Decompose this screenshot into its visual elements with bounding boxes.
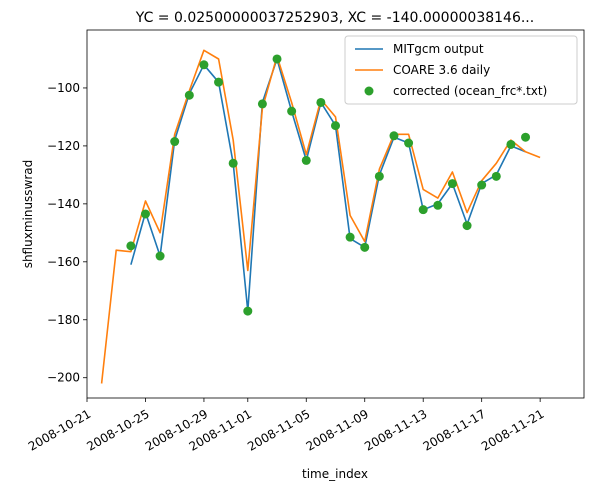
plot-frame <box>86 29 585 399</box>
y-tick-label: −160 <box>47 255 80 269</box>
series-line-1 <box>130 58 526 312</box>
data-point <box>243 306 253 316</box>
data-point <box>184 90 194 100</box>
legend-entry-label: COARE 3.6 daily <box>393 63 490 77</box>
data-point <box>170 137 180 147</box>
legend-marker-swatch <box>364 86 374 96</box>
y-tick-label: −140 <box>47 197 80 211</box>
data-point <box>404 138 414 148</box>
data-point <box>345 232 355 242</box>
data-point <box>316 97 326 107</box>
legend-box <box>344 35 578 105</box>
data-point <box>199 60 209 70</box>
data-point <box>389 131 399 141</box>
data-point <box>447 179 457 189</box>
data-point <box>155 251 165 261</box>
x-tick-label: 2008-11-13 <box>362 407 429 454</box>
chart-title: YC = 0.02500000037252903, XC = -140.0000… <box>135 10 534 26</box>
x-tick-label: 2008-10-21 <box>26 407 93 454</box>
y-axis-label: shfluxminusswrad <box>21 160 35 269</box>
data-point <box>491 171 501 181</box>
y-tick-label: −200 <box>47 371 80 385</box>
data-point <box>462 221 472 231</box>
y-tick-label: −180 <box>47 313 80 327</box>
legend-entry-label: corrected (ocean_frc*.txt) <box>393 84 547 98</box>
x-tick-label: 2008-10-25 <box>84 407 151 454</box>
data-point <box>228 158 238 168</box>
data-point <box>140 209 150 219</box>
data-point <box>418 205 428 215</box>
y-tick-label: −100 <box>47 81 80 95</box>
data-point <box>433 200 443 210</box>
data-point <box>477 180 487 190</box>
data-point <box>301 155 311 165</box>
data-point <box>287 106 297 116</box>
x-axis-label: time_index <box>302 467 368 481</box>
legend: MITgcm output COARE 3.6 daily corrected (o… <box>344 35 578 105</box>
data-point <box>257 99 267 109</box>
legend-entry-label: MITgcm output <box>393 42 484 56</box>
data-point <box>506 139 516 149</box>
x-tick-label: 2008-11-21 <box>479 407 546 454</box>
x-tick-label: 2008-11-09 <box>304 407 371 454</box>
x-tick-label: 2008-11-17 <box>421 407 488 454</box>
data-point <box>374 171 384 181</box>
data-point <box>331 121 340 131</box>
data-point <box>521 132 531 142</box>
data-point <box>360 242 370 252</box>
data-point <box>272 54 282 64</box>
y-tick-label: −120 <box>47 139 80 153</box>
x-tick-label: 2008-11-05 <box>245 407 312 454</box>
data-point <box>126 241 136 251</box>
data-point <box>214 77 224 87</box>
